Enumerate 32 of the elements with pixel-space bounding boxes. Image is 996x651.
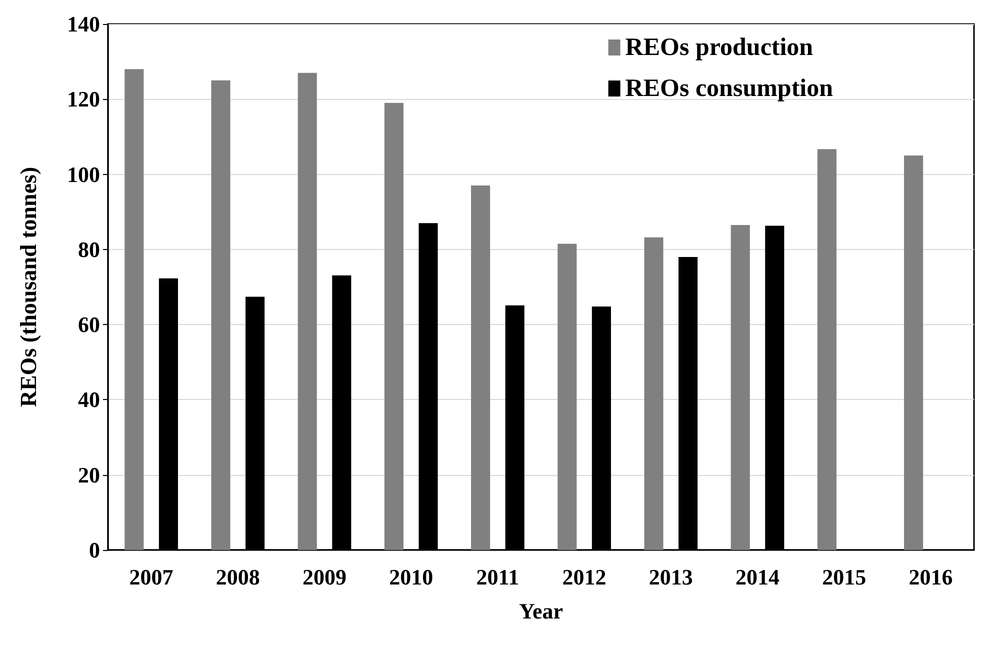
- y-tick-label: 40: [78, 387, 100, 412]
- x-axis-title: Year: [519, 598, 564, 624]
- y-tick-label: 120: [67, 86, 100, 112]
- x-tick-label: 2009: [302, 564, 346, 590]
- x-tick-label: 2008: [216, 564, 260, 590]
- legend-label: REOs production: [625, 34, 814, 61]
- x-tick-label: 2013: [648, 564, 693, 590]
- x-tick-label: 2015: [822, 564, 866, 590]
- bar: [471, 186, 490, 550]
- bar: [384, 102, 404, 550]
- y-tick-label: 100: [67, 162, 100, 187]
- x-tick-label: 2012: [562, 564, 606, 590]
- y-tick-label: 20: [78, 462, 100, 488]
- bar: [124, 69, 144, 550]
- legend-label: REOs consumption: [625, 75, 834, 102]
- bar: [904, 156, 924, 550]
- y-tick-label: 0: [89, 538, 100, 562]
- y-tick-label: 60: [78, 312, 100, 338]
- x-tick-label: 2011: [476, 564, 520, 590]
- bar: [644, 237, 664, 550]
- bar: [817, 149, 836, 550]
- bar: [298, 72, 317, 550]
- bar: [558, 244, 577, 550]
- y-axis-title: REOs (thousand tonnes): [16, 166, 41, 408]
- y-tick-label: 80: [78, 236, 100, 262]
- y-tick-label: 140: [67, 12, 100, 36]
- x-tick-label: 2014: [736, 564, 780, 590]
- bar: [730, 225, 750, 550]
- bar: [211, 80, 230, 550]
- x-tick-label: 2007: [129, 564, 174, 590]
- x-tick-label: 2016: [908, 564, 953, 590]
- x-tick-label: 2010: [389, 564, 434, 590]
